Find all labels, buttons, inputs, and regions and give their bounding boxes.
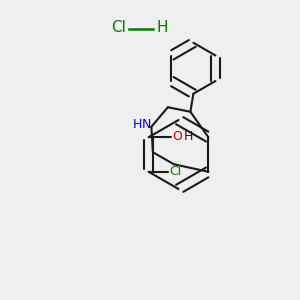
Text: Cl: Cl <box>111 20 126 34</box>
Text: N: N <box>141 118 151 131</box>
Text: H: H <box>184 130 193 143</box>
Text: O: O <box>172 130 182 143</box>
Text: H: H <box>133 118 142 131</box>
Text: H: H <box>156 20 167 34</box>
Text: Cl: Cl <box>169 165 182 178</box>
